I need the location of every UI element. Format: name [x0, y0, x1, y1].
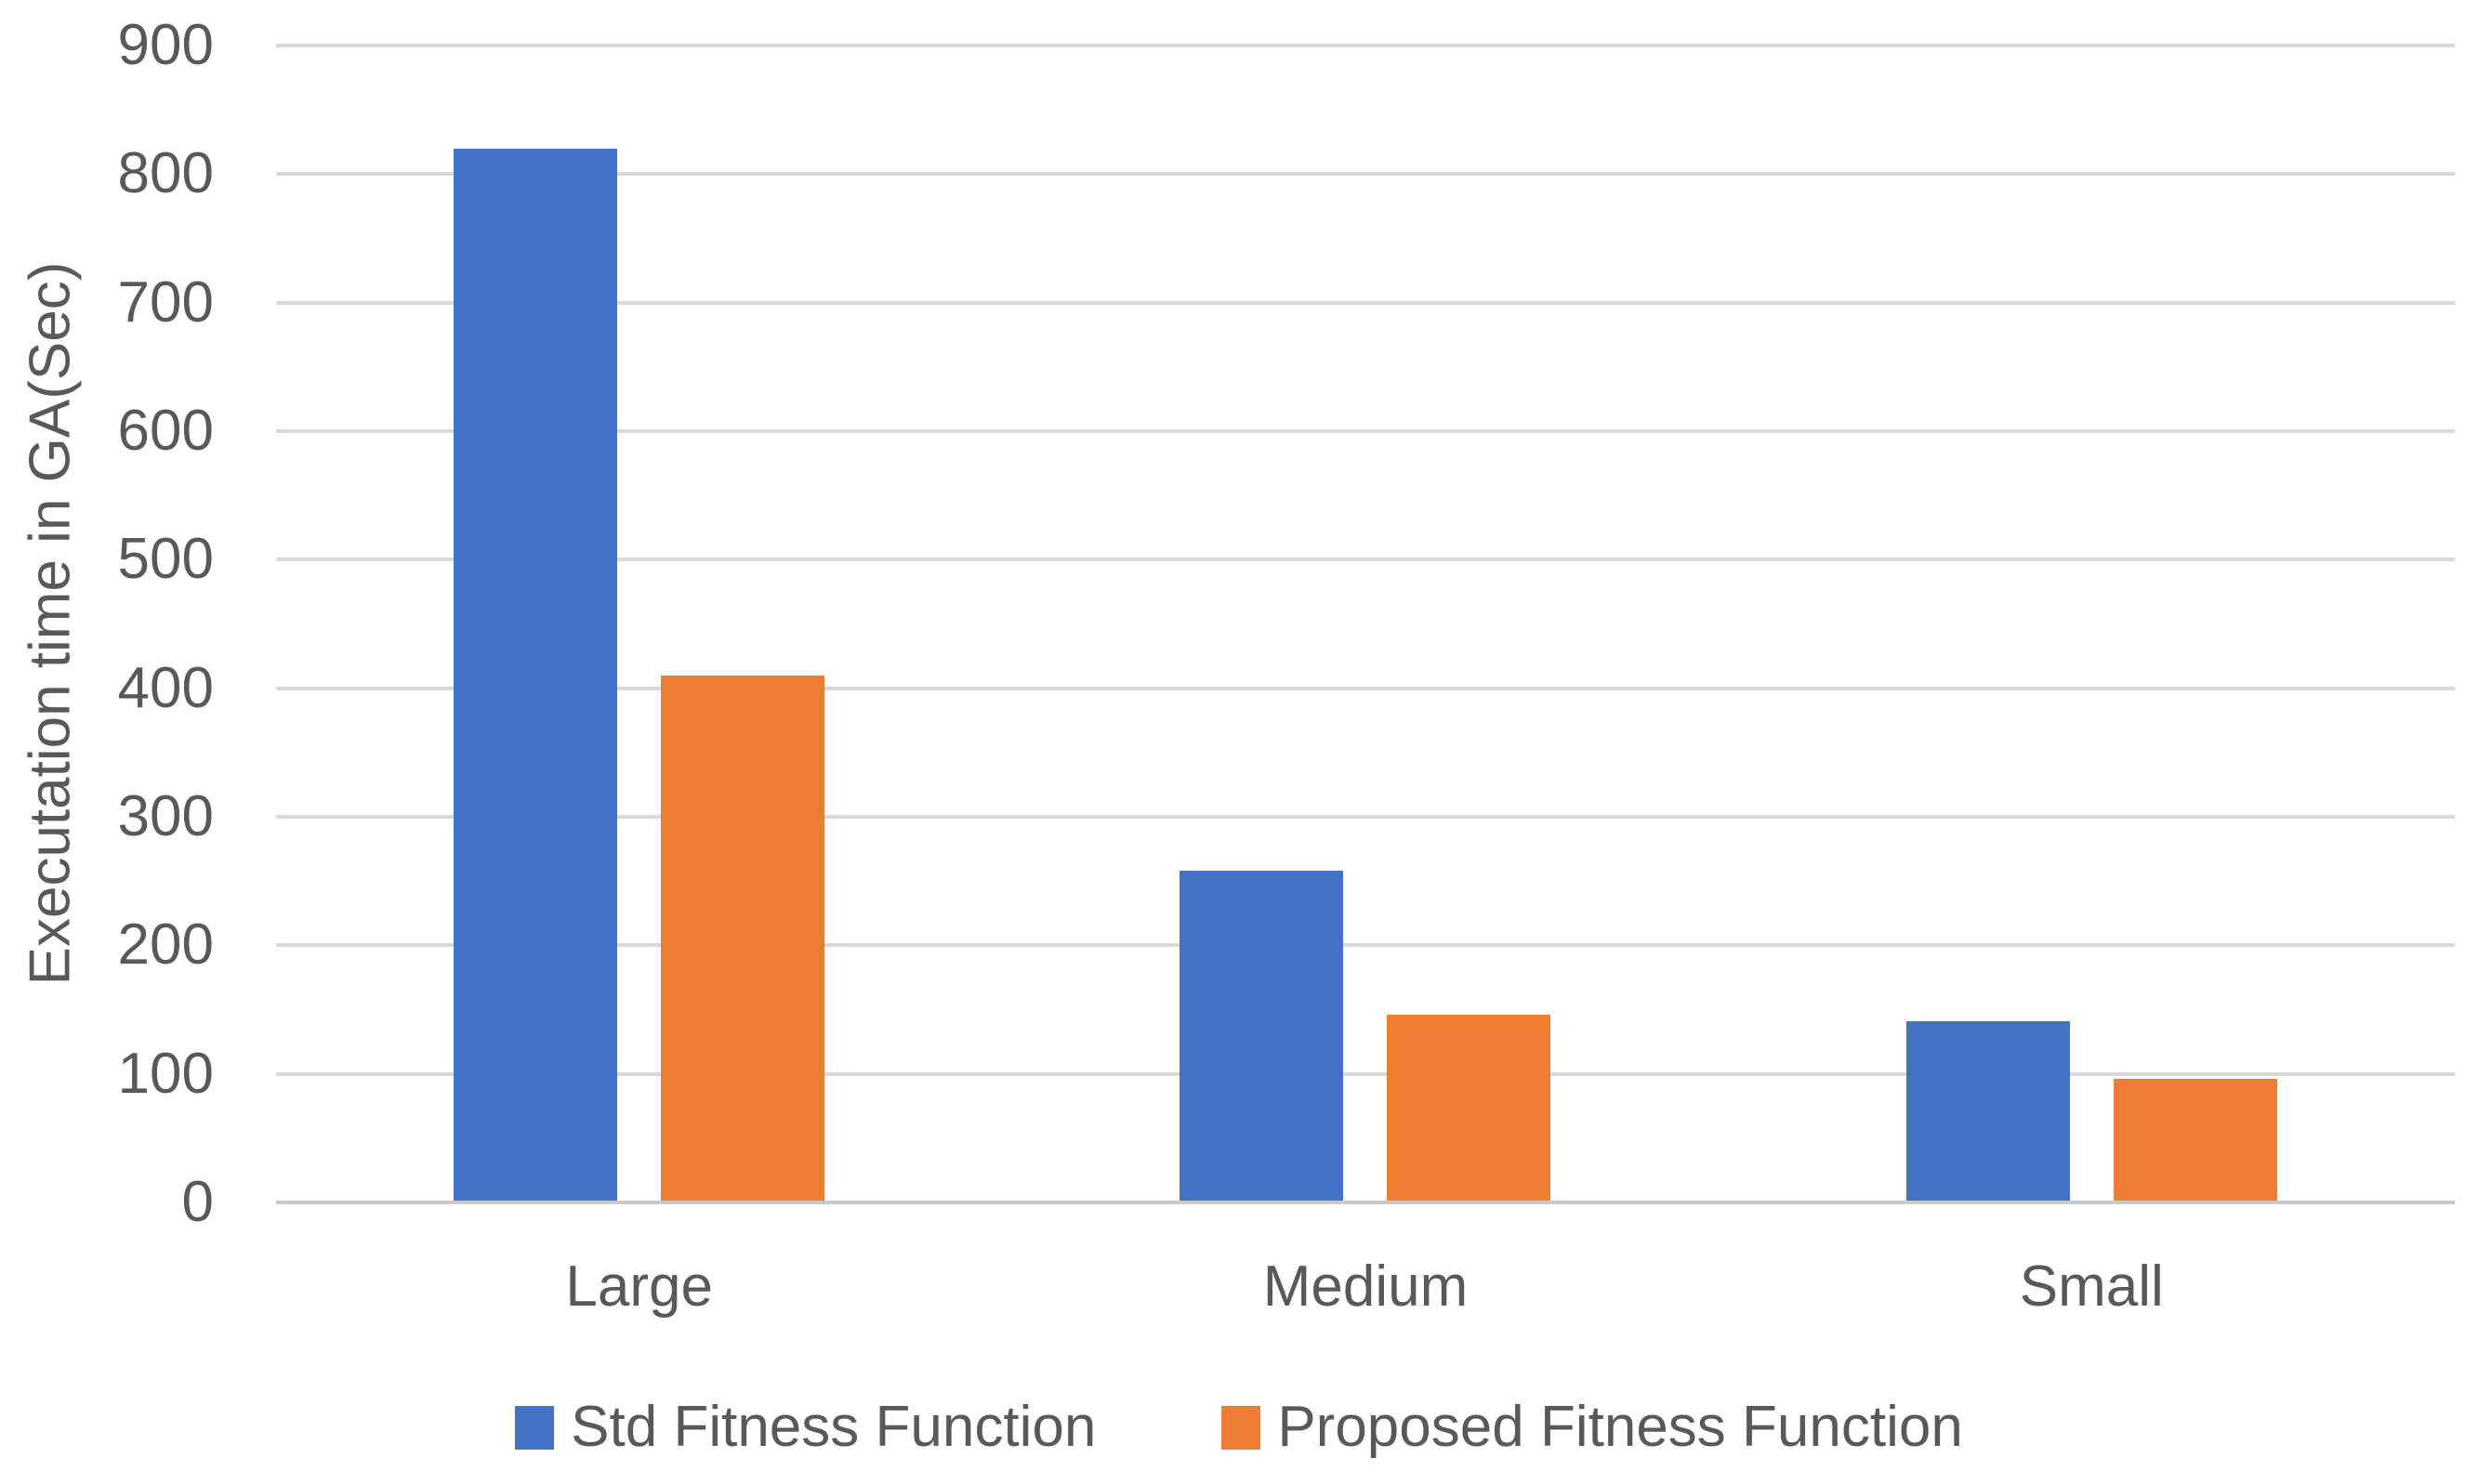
legend-label-std-fitness-function: Std Fitness Function: [571, 1395, 1097, 1459]
bar-std-fitness-function-large: [454, 149, 617, 1202]
gridline-700: [276, 300, 2455, 305]
y-tick-label-200: 200: [117, 913, 214, 978]
gridline-500: [276, 558, 2455, 562]
gridline-200: [276, 943, 2455, 948]
y-axis-title: Executation time in GA(Sec): [18, 261, 83, 986]
gridline-400: [276, 686, 2455, 690]
gridline-100: [276, 1071, 2455, 1076]
y-tick-label-300: 300: [117, 784, 214, 848]
y-tick-label-800: 800: [117, 141, 214, 206]
legend-swatch-std-fitness-function: [515, 1405, 555, 1450]
gridline-800: [276, 172, 2455, 177]
x-category-label-medium: Medium: [1262, 1254, 1469, 1319]
y-tick-label-600: 600: [117, 399, 214, 463]
y-tick-label-500: 500: [117, 527, 214, 592]
y-tick-label-900: 900: [117, 13, 214, 77]
bar-std-fitness-function-small: [1905, 1021, 2070, 1202]
gridline-900: [276, 44, 2455, 47]
y-tick-label-100: 100: [117, 1041, 214, 1106]
y-tick-label-0: 0: [181, 1170, 214, 1234]
legend-swatch-proposed-fitness-function: [1221, 1405, 1261, 1450]
legend-item-proposed-fitness-function: Proposed Fitness Function: [1221, 1399, 1963, 1456]
gridline-300: [276, 815, 2455, 819]
x-category-label-large: Large: [565, 1254, 713, 1319]
x-axis-line: [276, 1201, 2455, 1204]
y-tick-label-400: 400: [117, 655, 214, 720]
legend-item-std-fitness-function: Std Fitness Function: [515, 1399, 1096, 1456]
legend: Std Fitness Function Proposed Fitness Fun…: [0, 1399, 2478, 1456]
gridline-600: [276, 429, 2455, 433]
legend-label-proposed-fitness-function: Proposed Fitness Function: [1277, 1395, 1963, 1459]
bar-std-fitness-function-medium: [1180, 871, 1344, 1202]
plot-area: [276, 44, 2455, 1204]
bar-proposed-fitness-function-small: [2113, 1079, 2277, 1202]
x-category-label-small: Small: [2019, 1254, 2164, 1319]
y-tick-label-700: 700: [117, 269, 214, 335]
bar-proposed-fitness-function-large: [661, 676, 824, 1202]
bar-proposed-fitness-function-medium: [1387, 1015, 1551, 1202]
